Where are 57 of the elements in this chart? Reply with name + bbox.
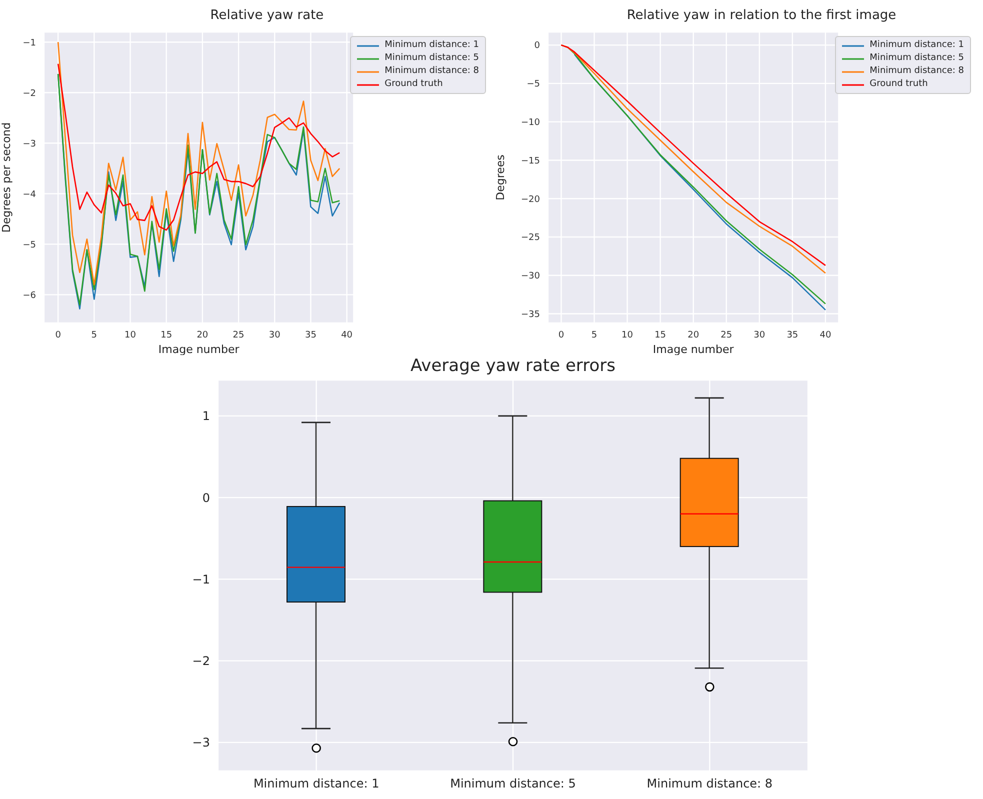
x-tick-label: 0	[558, 330, 564, 340]
x-tick-label: 40	[820, 330, 832, 340]
y-tick-label: −25	[521, 233, 540, 244]
x-tick-label: 30	[268, 330, 281, 340]
y-tick-label: −3	[22, 139, 36, 150]
x-tick-label: 20	[688, 330, 700, 340]
y-tick-label: −4	[22, 190, 36, 200]
y-tick-label: −5	[526, 80, 540, 90]
chart-title: Average yaw rate errors	[410, 356, 616, 376]
legend-label: Minimum distance: 1	[870, 39, 964, 52]
y-tick-label: −3	[192, 736, 210, 750]
line-series	[57, 63, 340, 231]
x-tick-label: 20	[196, 330, 208, 340]
x-tick-label: 40	[341, 330, 353, 340]
x-tick-label: 15	[654, 330, 666, 340]
y-axis-title: Degrees per second	[0, 122, 13, 233]
y-tick-label: 0	[202, 490, 210, 505]
x-tick-label: 30	[754, 330, 766, 340]
chart-title: Relative yaw rate	[209, 8, 325, 23]
x-tick-label: 10	[622, 330, 634, 340]
y-tick-label: −5	[22, 240, 36, 250]
legend-label: Ground truth	[870, 78, 928, 91]
legend-label: Minimum distance: 5	[870, 52, 964, 65]
y-tick-label: −35	[521, 310, 540, 320]
x-axis-title: Image number	[158, 343, 240, 356]
x-tick-label: 15	[160, 330, 172, 340]
y-axis-title: Degrees	[494, 154, 507, 200]
x-axis-title: Image number	[652, 343, 734, 356]
legend-label: Minimum distance: 8	[870, 65, 964, 78]
x-tick-label: Minimum distance: 8	[646, 776, 773, 791]
x-tick-label: 5	[591, 330, 598, 340]
legend-label: Ground truth	[384, 78, 443, 91]
legend-label: Minimum distance: 5	[384, 52, 479, 65]
line-series	[57, 41, 340, 286]
x-tick-label: 0	[55, 330, 62, 340]
x-tick-label: 25	[232, 330, 244, 340]
y-tick-label: −20	[521, 194, 540, 205]
y-tick-label: −1	[192, 572, 210, 586]
y-tick-label: 0	[534, 41, 540, 52]
x-tick-label: 35	[786, 330, 798, 340]
y-tick-label: −30	[521, 272, 540, 282]
y-tick-label: −2	[22, 88, 36, 99]
x-tick-label: 10	[124, 330, 136, 340]
y-tick-label: −1	[22, 38, 36, 48]
y-tick-label: 1	[202, 409, 210, 424]
x-tick-label: 25	[720, 330, 732, 340]
x-tick-label: 35	[304, 330, 316, 340]
x-tick-label: 5	[91, 330, 98, 340]
y-tick-label: −2	[192, 654, 210, 668]
y-tick-label: −10	[521, 118, 540, 128]
x-tick-label: Minimum distance: 1	[253, 776, 380, 791]
chart-title: Relative yaw in relation to the first image	[626, 8, 898, 23]
x-tick-label: Minimum distance: 5	[450, 776, 576, 791]
legend-label: Minimum distance: 8	[384, 65, 479, 78]
legend-label: Minimum distance: 1	[384, 39, 479, 52]
y-tick-label: −6	[22, 290, 36, 301]
y-tick-label: −15	[521, 156, 540, 166]
